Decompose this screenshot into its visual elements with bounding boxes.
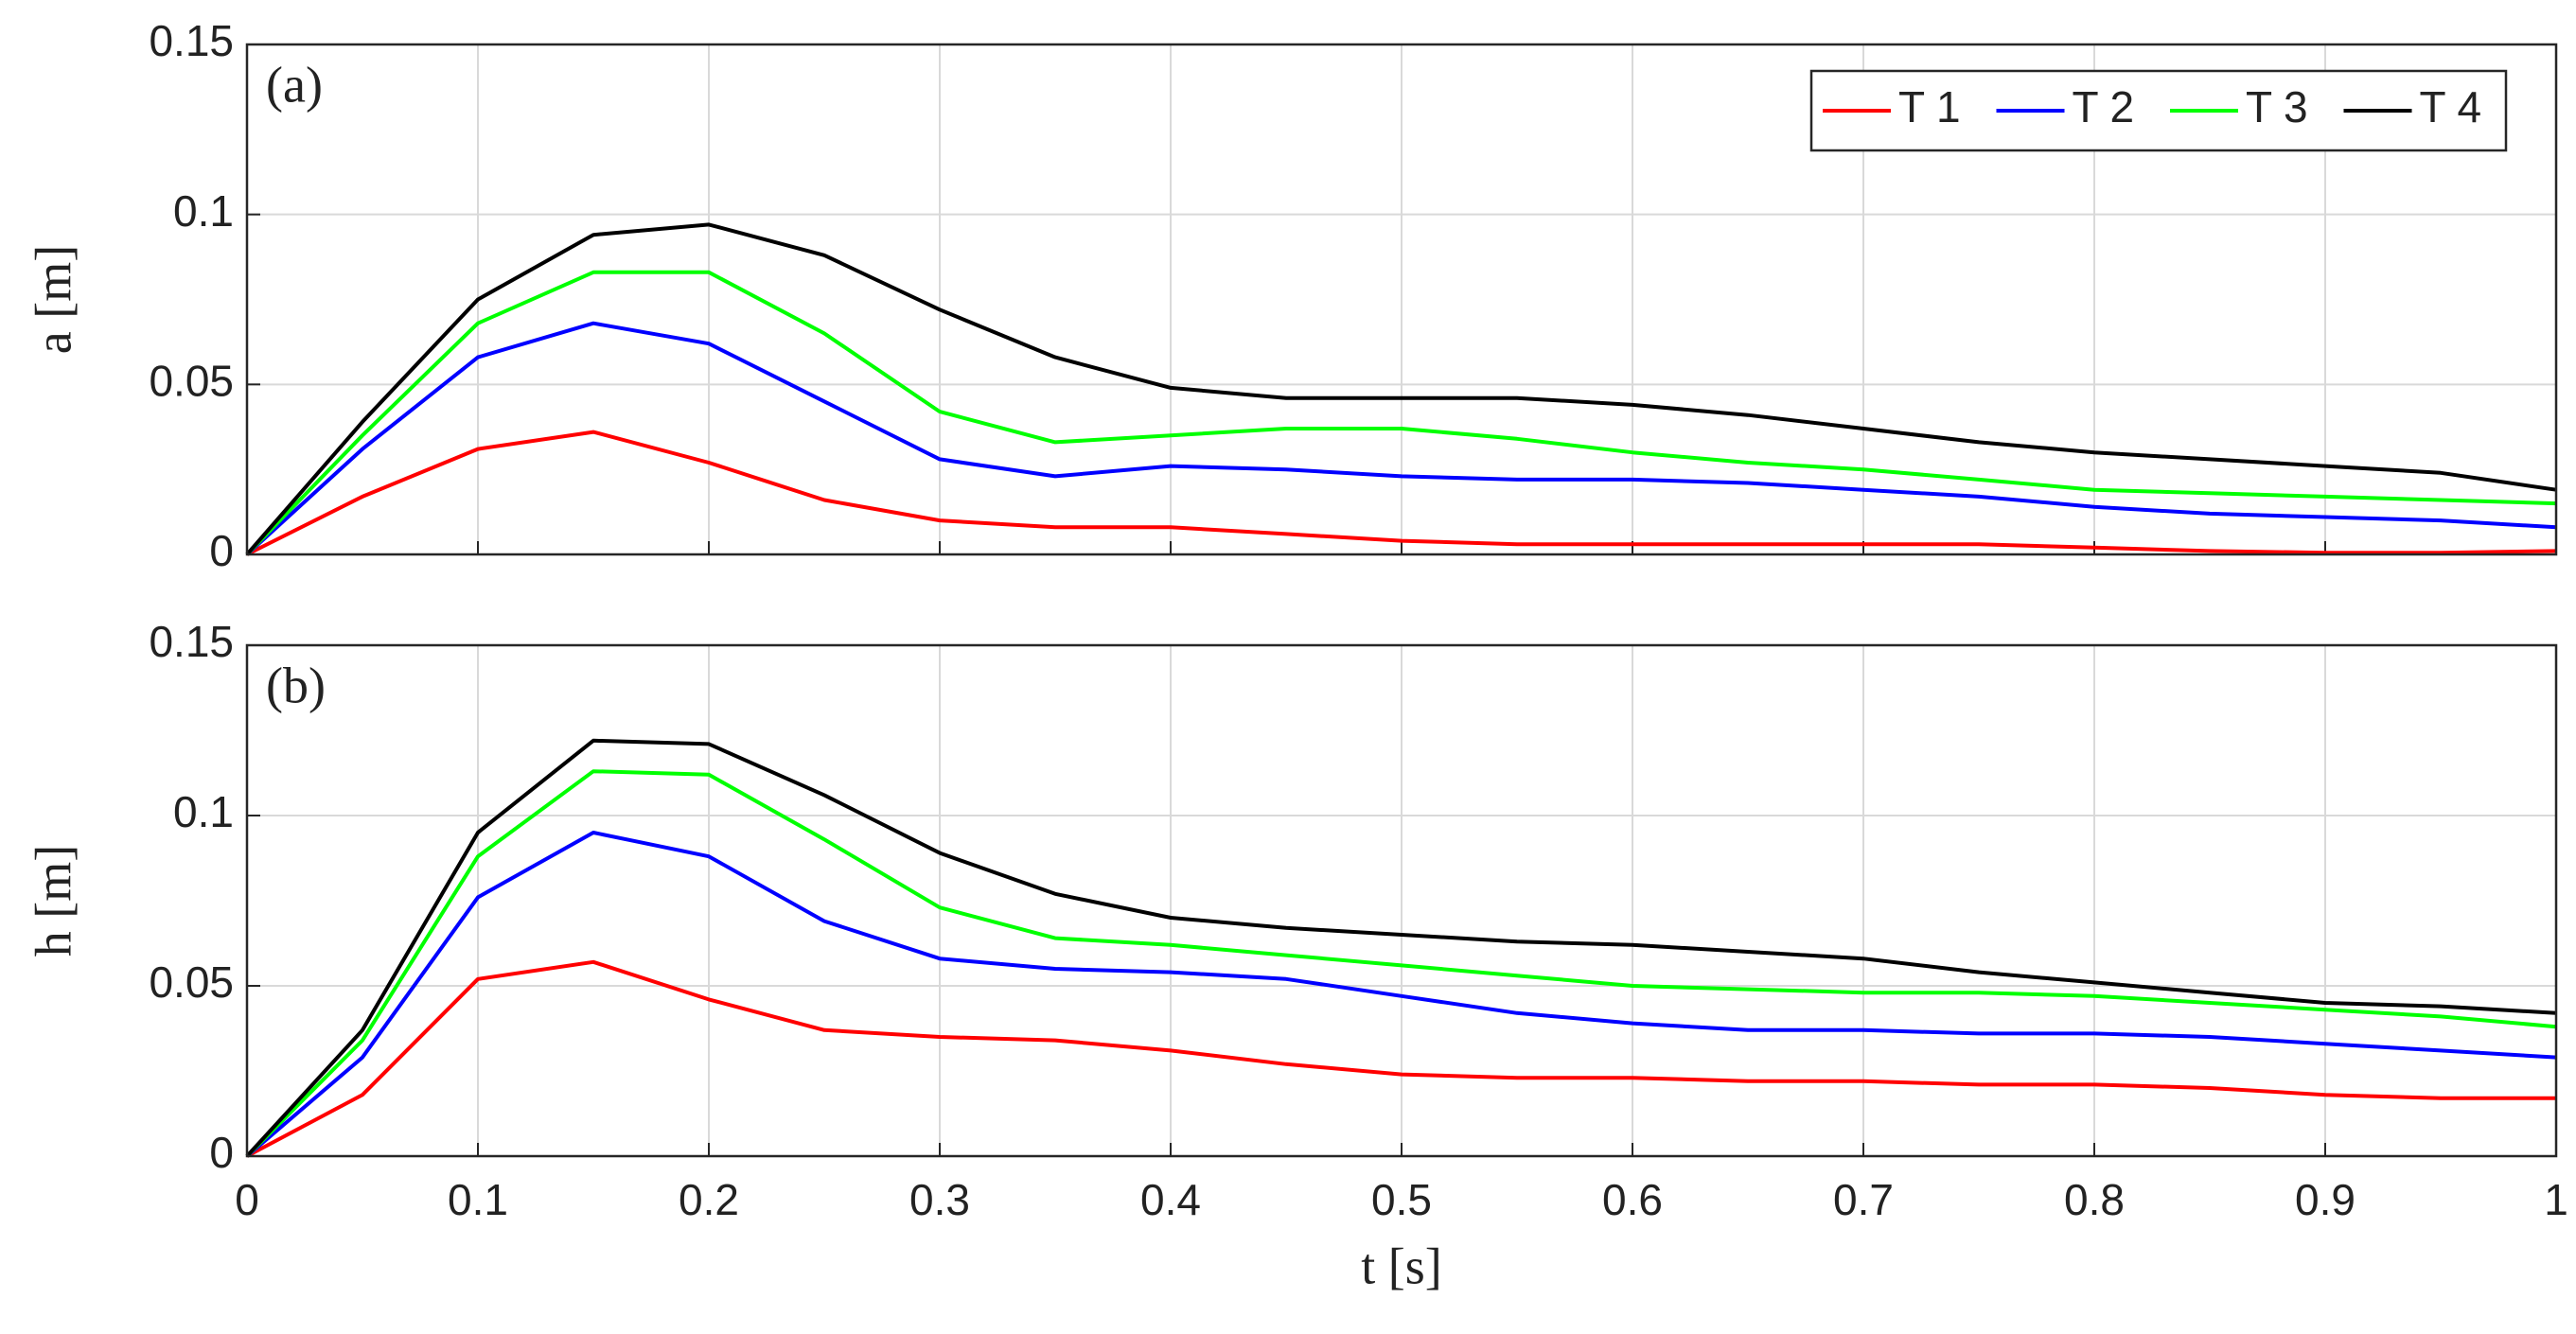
legend-label: T 3: [2246, 82, 2308, 132]
y-tick-label: 0.05: [149, 957, 234, 1007]
y-tick-label: 0.05: [149, 356, 234, 405]
axes-box: [245, 43, 2558, 556]
y-axis-label: h [m]: [25, 845, 81, 957]
line-series: [245, 738, 2557, 1158]
y-tick-label: 0: [209, 526, 234, 575]
x-tick-label: 0.5: [1371, 1175, 1432, 1224]
legend-label: T 4: [2420, 82, 2482, 132]
y-tick-label: 0: [209, 1128, 234, 1177]
y-axis-label: a [m]: [25, 245, 81, 354]
line-series: [246, 430, 2557, 556]
panel-label: (a): [266, 56, 323, 113]
y-tick-label: 0.1: [173, 787, 234, 836]
axes-box: [245, 643, 2558, 1158]
x-tick-label: 0.7: [1833, 1175, 1894, 1224]
y-tick-label: 0.1: [173, 186, 234, 236]
x-tick-label: 0.1: [448, 1175, 508, 1224]
x-tick-label: 1: [2544, 1175, 2568, 1224]
x-tick-label: 0.4: [1140, 1175, 1201, 1224]
legend-label: T 2: [2073, 82, 2135, 132]
line-series: [245, 321, 2557, 556]
legend-label: T 1: [1898, 82, 1961, 132]
x-tick-label: 0.9: [2295, 1175, 2355, 1224]
line-series: [246, 959, 2556, 1158]
x-tick-label: 0.2: [679, 1175, 739, 1224]
x-axis-label: t [s]: [1361, 1237, 1441, 1294]
line-series: [245, 222, 2557, 556]
x-tick-label: 0.3: [909, 1175, 970, 1224]
line-series: [245, 769, 2557, 1158]
x-tick-label: 0: [235, 1175, 259, 1224]
line-series: [245, 270, 2557, 556]
y-tick-label: 0.15: [149, 617, 234, 666]
x-tick-label: 0.8: [2064, 1175, 2125, 1224]
panel-label: (b): [266, 657, 326, 713]
x-tick-label: 0.6: [1602, 1175, 1663, 1224]
y-tick-label: 0.15: [149, 16, 234, 65]
line-series: [245, 831, 2557, 1158]
